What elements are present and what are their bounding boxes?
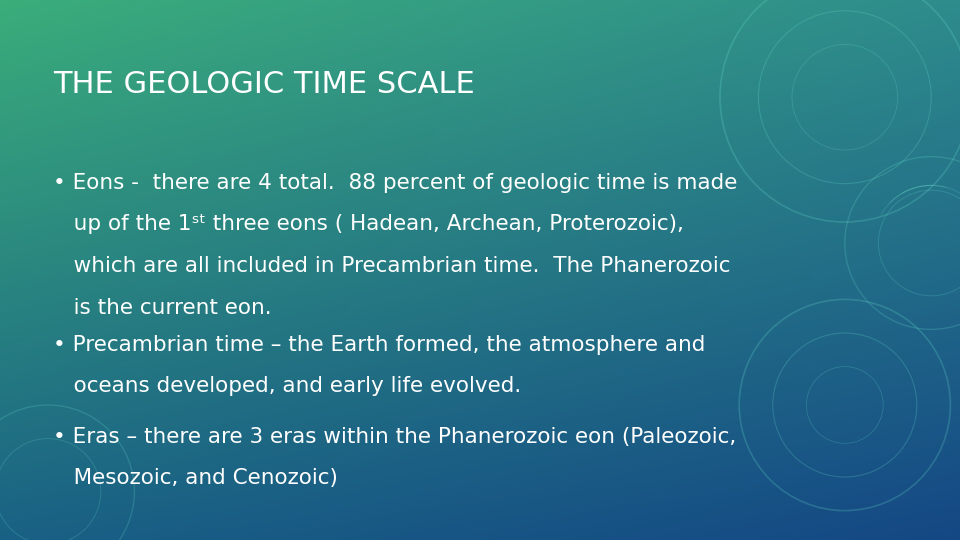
Text: up of the 1ˢᵗ three eons ( Hadean, Archean, Proterozoic),: up of the 1ˢᵗ three eons ( Hadean, Arche… [53, 214, 684, 234]
Text: • Precambrian time – the Earth formed, the atmosphere and: • Precambrian time – the Earth formed, t… [53, 335, 706, 355]
Text: Mesozoic, and Cenozoic): Mesozoic, and Cenozoic) [53, 468, 338, 488]
Text: oceans developed, and early life evolved.: oceans developed, and early life evolved… [53, 376, 521, 396]
Text: which are all included in Precambrian time.  The Phanerozoic: which are all included in Precambrian ti… [53, 256, 731, 276]
Text: THE GEOLOGIC TIME SCALE: THE GEOLOGIC TIME SCALE [53, 70, 474, 99]
Text: is the current eon.: is the current eon. [53, 298, 272, 318]
Text: • Eras – there are 3 eras within the Phanerozoic eon (Paleozoic,: • Eras – there are 3 eras within the Pha… [53, 427, 736, 447]
Text: • Eons -  there are 4 total.  88 percent of geologic time is made: • Eons - there are 4 total. 88 percent o… [53, 173, 737, 193]
